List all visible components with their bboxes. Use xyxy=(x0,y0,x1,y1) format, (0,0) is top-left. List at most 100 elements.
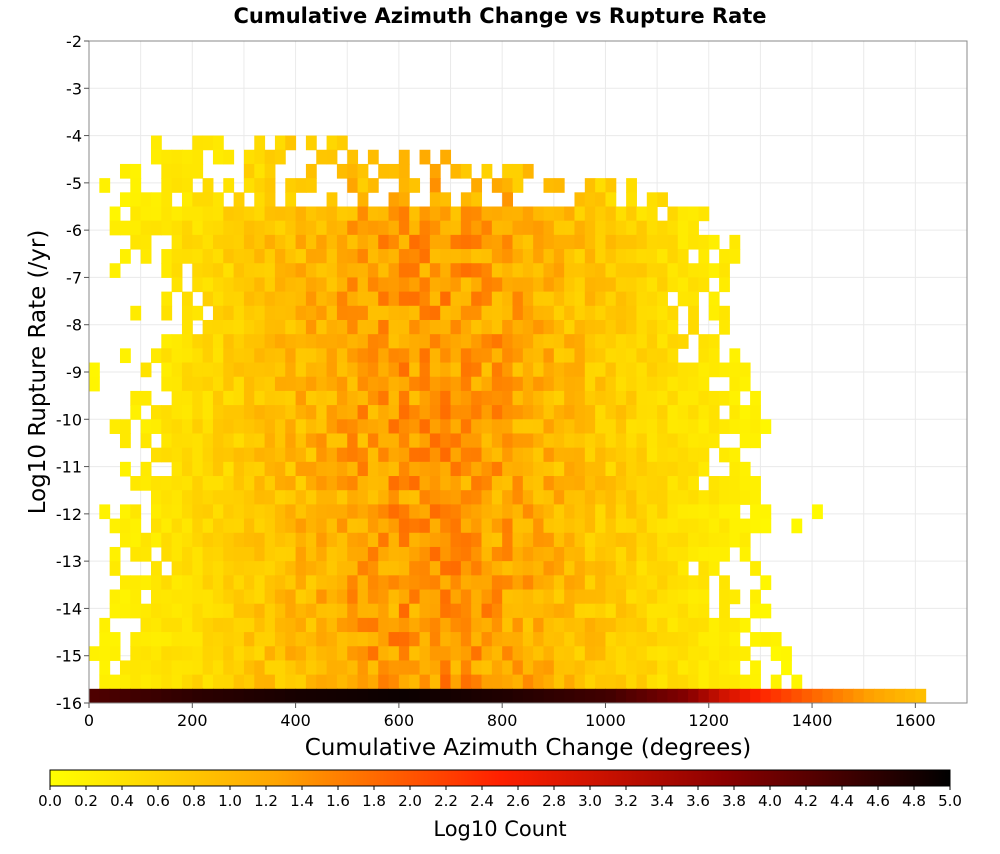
heatmap-cell xyxy=(192,461,204,477)
heatmap-cell xyxy=(130,603,142,619)
heatmap-cell xyxy=(636,277,648,293)
heatmap-cell xyxy=(460,277,472,293)
heatmap-cell xyxy=(326,149,338,165)
heatmap-cell xyxy=(739,461,751,477)
heatmap-cell xyxy=(522,348,534,364)
heatmap-cell xyxy=(440,277,452,293)
heatmap-cell xyxy=(192,249,204,264)
heatmap-cell xyxy=(677,532,689,548)
heatmap-cell-floor xyxy=(832,688,844,703)
colorbar-tick-label: 4.6 xyxy=(866,792,890,810)
heatmap-cell xyxy=(150,561,162,576)
heatmap-cell xyxy=(708,305,720,321)
heatmap-cell-floor xyxy=(667,688,679,703)
heatmap-cell xyxy=(409,447,421,463)
heatmap-cell xyxy=(161,589,173,605)
heatmap-cell xyxy=(750,476,761,491)
heatmap-cell xyxy=(450,518,462,534)
heatmap-cell xyxy=(316,546,328,562)
heatmap-cell xyxy=(646,220,658,236)
heatmap-cell xyxy=(223,603,235,619)
heatmap-cell xyxy=(347,277,359,293)
y-axis-ticks: -2-3-4-5-6-7-8-9-10-11-12-13-14-15-16 xyxy=(56,32,89,713)
heatmap-cell xyxy=(367,319,379,335)
heatmap-cell xyxy=(109,589,121,605)
heatmap-cell-floor xyxy=(89,688,100,703)
heatmap-cell xyxy=(595,305,606,321)
heatmap-cell xyxy=(626,362,637,378)
heatmap-cell xyxy=(729,461,741,477)
heatmap-cell xyxy=(285,575,297,591)
heatmap-cell xyxy=(729,419,741,434)
heatmap-cell xyxy=(326,192,338,207)
heatmap-cell xyxy=(512,504,524,520)
heatmap-cell xyxy=(305,490,317,505)
heatmap-cell xyxy=(440,263,452,278)
heatmap-cell xyxy=(646,390,658,406)
heatmap-cell xyxy=(502,263,514,278)
heatmap-cell xyxy=(202,419,214,434)
heatmap-cell xyxy=(481,348,493,364)
heatmap-cell xyxy=(243,518,255,534)
heatmap-cell xyxy=(419,220,431,236)
heatmap-cell xyxy=(99,504,111,520)
heatmap-cell xyxy=(378,362,390,378)
heatmap-cell xyxy=(274,476,286,491)
heatmap-cell xyxy=(491,646,503,661)
heatmap-cell xyxy=(502,163,514,179)
heatmap-cell xyxy=(367,546,379,562)
heatmap-cell xyxy=(347,163,359,179)
heatmap-cell xyxy=(440,206,452,222)
heatmap-cell xyxy=(367,660,379,676)
heatmap-cell xyxy=(254,220,266,236)
heatmap-cell xyxy=(719,575,730,591)
heatmap-cell xyxy=(223,220,235,236)
heatmap-cell xyxy=(316,575,328,591)
heatmap-cell xyxy=(574,234,586,250)
heatmap-cell xyxy=(398,390,410,406)
heatmap-cell xyxy=(254,575,266,591)
heatmap-cell xyxy=(708,263,720,278)
heatmap-cell xyxy=(450,461,462,477)
heatmap-cell xyxy=(357,234,369,250)
heatmap-cell xyxy=(388,390,400,406)
heatmap-cell xyxy=(274,334,286,349)
heatmap-cell xyxy=(533,447,544,463)
heatmap-cell xyxy=(264,646,276,661)
heatmap-cell xyxy=(502,561,514,576)
heatmap-cell xyxy=(274,291,286,307)
heatmap-cell xyxy=(109,674,121,690)
heatmap-cell xyxy=(708,674,720,690)
heatmap-cell xyxy=(667,348,679,364)
heatmap-cell xyxy=(192,362,204,378)
heatmap-cell xyxy=(212,376,224,392)
heatmap-cell xyxy=(212,490,224,505)
heatmap-cell xyxy=(429,192,441,207)
heatmap-cell xyxy=(636,390,648,406)
heatmap-cell xyxy=(605,362,617,378)
heatmap-cell xyxy=(202,277,214,293)
heatmap-cell xyxy=(450,603,462,619)
heatmap-cell xyxy=(326,234,338,250)
heatmap-cell xyxy=(223,149,235,165)
heatmap-cell xyxy=(543,376,555,392)
heatmap-cell xyxy=(502,660,514,676)
heatmap-cell xyxy=(729,405,741,420)
heatmap-cell xyxy=(409,561,421,576)
heatmap-cell xyxy=(708,362,720,378)
heatmap-cell xyxy=(646,603,658,619)
heatmap-cell xyxy=(326,405,338,420)
heatmap-cell xyxy=(161,646,173,661)
heatmap-cell xyxy=(450,348,462,364)
heatmap-cell-floor xyxy=(295,688,307,703)
heatmap-cell xyxy=(419,433,431,449)
heatmap-cell xyxy=(512,674,524,690)
heatmap-cell xyxy=(688,632,699,647)
heatmap-cell xyxy=(171,234,183,250)
heatmap-cell xyxy=(491,504,503,520)
heatmap-cell xyxy=(336,319,348,335)
heatmap-cell xyxy=(708,405,720,420)
heatmap-cell xyxy=(429,249,441,264)
heatmap-cell xyxy=(450,291,462,307)
heatmap-cell xyxy=(388,504,400,520)
